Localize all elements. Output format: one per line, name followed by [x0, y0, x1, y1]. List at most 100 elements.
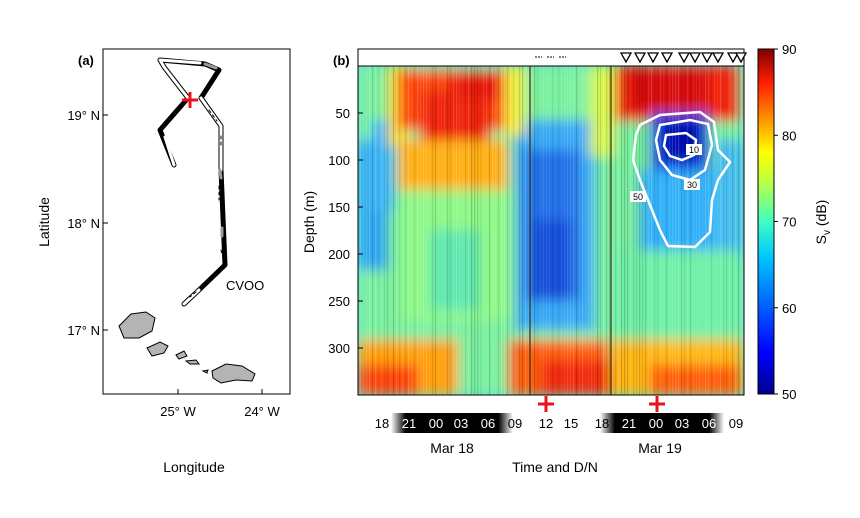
- streak: [717, 66, 719, 395]
- streak: [690, 66, 692, 395]
- contour-10: [662, 131, 698, 162]
- streak: [699, 66, 701, 395]
- streak: [615, 66, 617, 395]
- streak: [594, 66, 596, 395]
- streak: [648, 66, 650, 395]
- streak: [492, 66, 494, 395]
- streak: [603, 66, 605, 395]
- hour-tick-label: 21: [622, 416, 636, 431]
- streak: [714, 66, 716, 395]
- streak: [546, 66, 548, 395]
- map-ytick-19: 19° N: [67, 108, 100, 123]
- heatmap-y-ticks: 50 100 150 200 250 300: [328, 106, 363, 356]
- streak: [525, 66, 527, 395]
- depth-tick-label: 100: [328, 153, 350, 168]
- streak: [687, 66, 689, 395]
- streak: [411, 66, 413, 395]
- heatmap-blobs: [358, 66, 744, 395]
- streak: [678, 66, 680, 395]
- streak: [504, 66, 506, 395]
- streak: [693, 66, 695, 395]
- sampling-triangle: [688, 52, 702, 64]
- streak: [420, 66, 422, 395]
- track-gray-segments: [203, 62, 224, 238]
- streak: [477, 66, 479, 395]
- island-santa-luzia: [175, 350, 188, 360]
- streak: [480, 66, 482, 395]
- streak: [489, 66, 491, 395]
- streak: [591, 66, 593, 395]
- streak: [405, 66, 407, 395]
- contour-30: [654, 118, 714, 182]
- streak: [465, 66, 467, 395]
- contour-label-boxes: [630, 144, 702, 202]
- streak: [630, 66, 632, 395]
- date-label-mar19: Mar 19: [638, 440, 682, 456]
- sampling-triangle: [646, 52, 660, 64]
- sampling-triangle: [677, 52, 691, 64]
- streak: [561, 66, 563, 395]
- streak: [393, 66, 395, 395]
- streak: [639, 66, 641, 395]
- contour-50: [631, 110, 732, 249]
- hour-tick-label: 03: [454, 416, 468, 431]
- streak: [363, 66, 365, 395]
- sampling-triangle: [734, 52, 748, 64]
- streak: [522, 66, 524, 395]
- island-sal-boavista: [211, 363, 256, 384]
- hour-tick-label: 00: [649, 416, 663, 431]
- streak: [402, 66, 404, 395]
- contour-label-50: 50: [633, 192, 643, 202]
- streak: [423, 66, 425, 395]
- hour-tick-labels: 18 21 00 03 06 09 12 15 18 21 00 03 06 09: [375, 416, 743, 431]
- streak: [543, 66, 545, 395]
- streak: [738, 66, 740, 395]
- panel-b-label: (b): [333, 53, 350, 68]
- ship-track: [157, 57, 228, 307]
- streak: [702, 66, 704, 395]
- colorbar: [757, 48, 775, 395]
- night-bar-mar19: [600, 413, 724, 433]
- streak: [657, 66, 659, 395]
- streak: [384, 66, 386, 395]
- streak: [600, 66, 602, 395]
- panel-a-map: (a) 19° N 18° N 17° N 25° W 24° W Latitu…: [36, 48, 291, 475]
- streak: [549, 66, 551, 395]
- colorbar-label: Sv (dB): [813, 200, 833, 245]
- streak: [534, 66, 536, 395]
- colorbar-tick-label: 70: [782, 215, 796, 230]
- streak: [735, 66, 737, 395]
- streak: [387, 66, 389, 395]
- streak: [567, 66, 569, 395]
- island-ilheu: [201, 369, 209, 374]
- track-dashes: [189, 109, 225, 298]
- streak: [624, 66, 626, 395]
- map-ytick-18: 18° N: [67, 216, 100, 231]
- streak: [666, 66, 668, 395]
- streak: [732, 66, 734, 395]
- depth-tick-label: 150: [328, 200, 350, 215]
- streak: [606, 66, 608, 395]
- streak: [435, 66, 437, 395]
- streak: [447, 66, 449, 395]
- streak: [711, 66, 713, 395]
- streak: [468, 66, 470, 395]
- streak: [501, 66, 503, 395]
- streak: [726, 66, 728, 395]
- cape-verde-islands: [118, 311, 256, 384]
- streak: [588, 66, 590, 395]
- streak: [369, 66, 371, 395]
- streak: [741, 66, 743, 395]
- map-station-marker: [182, 92, 198, 108]
- streak: [513, 66, 515, 395]
- colorbar-tick-label: 90: [782, 42, 796, 57]
- heatmap-streaks: [360, 66, 743, 395]
- streak: [414, 66, 416, 395]
- streak: [498, 66, 500, 395]
- streak: [486, 66, 488, 395]
- sampling-triangle: [633, 52, 647, 64]
- streak: [417, 66, 419, 395]
- streak: [651, 66, 653, 395]
- streak: [441, 66, 443, 395]
